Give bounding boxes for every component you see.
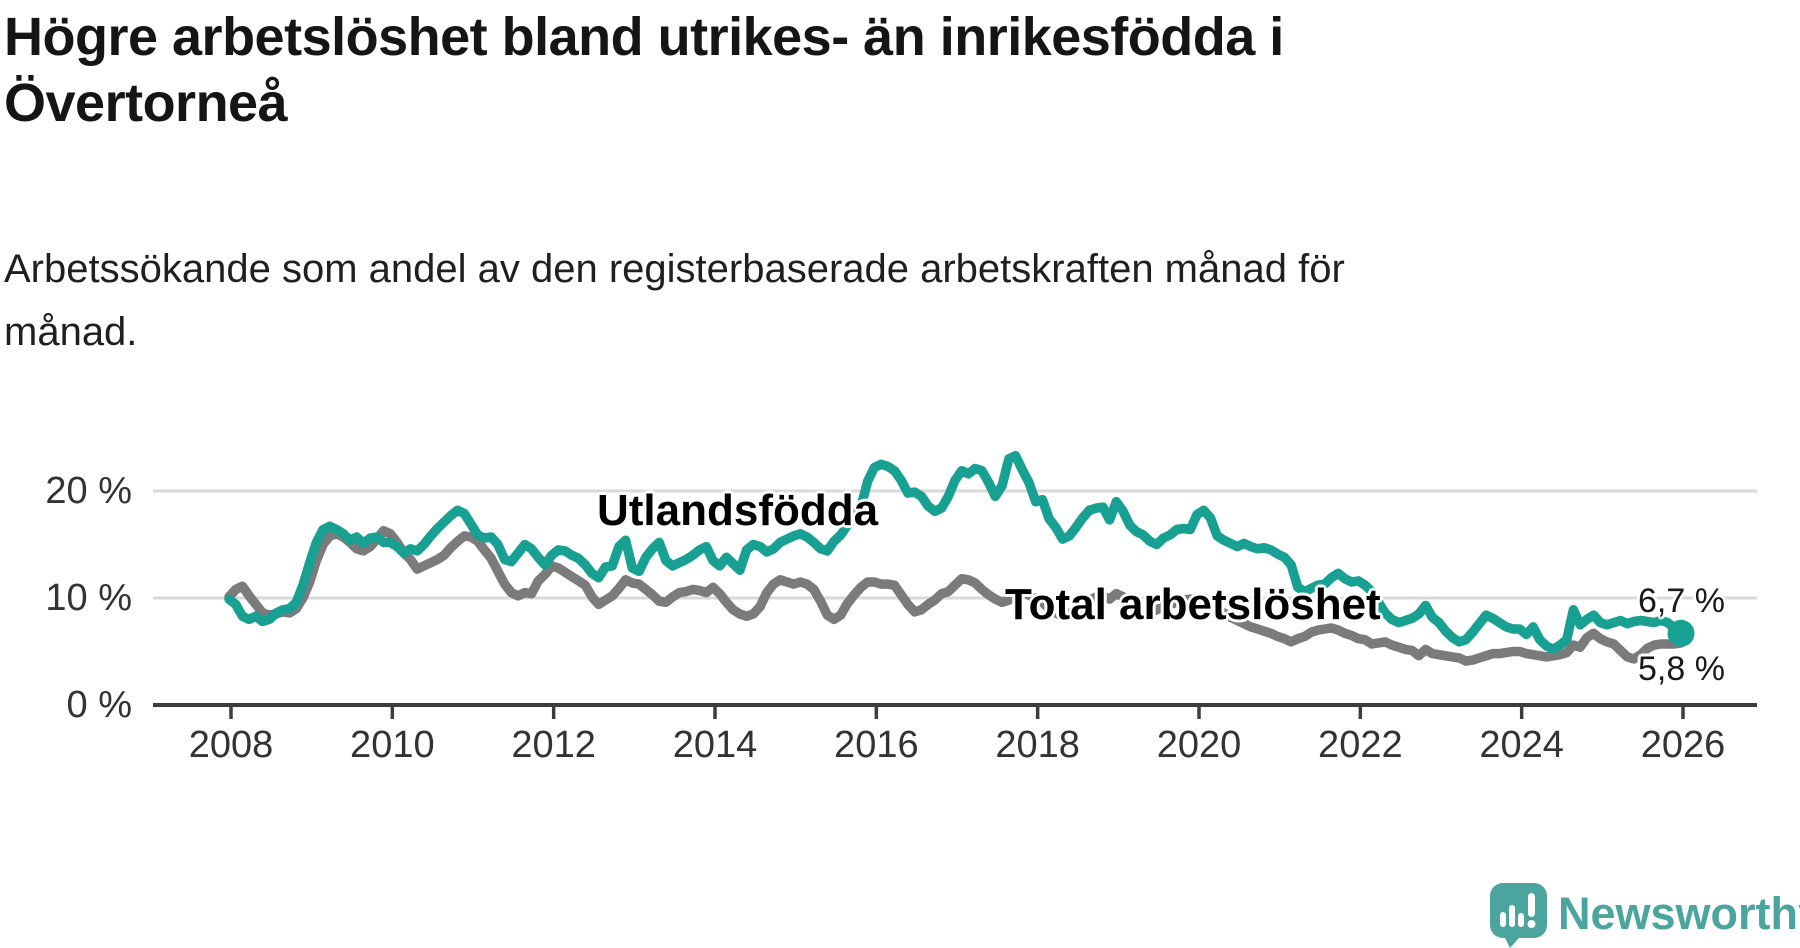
page-subtitle-line-2: månad.	[4, 310, 138, 354]
x-tick-label-2008: 2008	[188, 724, 274, 766]
x-tick-label-2020: 2020	[1156, 724, 1242, 766]
x-tick-label-2026: 2026	[1640, 724, 1726, 766]
x-tick-label-2014: 2014	[672, 724, 758, 766]
x-tick-label-2018: 2018	[995, 724, 1080, 766]
x-tick-label-2022: 2022	[1318, 724, 1403, 766]
series-label-total-arbetsloshet: Total arbetslöshet	[1005, 580, 1381, 629]
end-value-label-total: 5,8 %	[1638, 650, 1725, 688]
x-tick-label-2024: 2024	[1479, 724, 1564, 766]
end-dot-utlandsf-dda	[1667, 619, 1695, 647]
page-subtitle: Arbetssökande som andel av den registerb…	[4, 238, 1484, 364]
series-label-utlandsfodda: Utlandsfödda	[597, 486, 879, 535]
page-title-line-1: Högre arbetslöshet bland utrikes- än inr…	[4, 7, 1284, 67]
x-tick-label-2012: 2012	[511, 724, 596, 766]
y-tick-label-10: 10 %	[45, 577, 132, 619]
y-tick-label-20: 20 %	[45, 470, 132, 512]
y-tick-label-0: 0 %	[66, 684, 132, 726]
series-line-utlandsf-dda	[224, 450, 1686, 655]
newsworthy-logo: Newsworthy	[1490, 883, 1800, 948]
page-title: Högre arbetslöshet bland utrikes- än inr…	[4, 4, 1484, 136]
x-tick-label-2016: 2016	[834, 724, 919, 766]
newsworthy-logo-bubble-icon	[1490, 883, 1547, 948]
page-subtitle-line-1: Arbetssökande som andel av den registerb…	[4, 247, 1345, 291]
newsworthy-wordmark: Newsworthy	[1558, 888, 1800, 939]
end-value-label-utlandsfodda: 6,7 %	[1638, 582, 1725, 620]
series-line-total-arbetsl-shet	[224, 525, 1686, 666]
page-title-line-2: Övertorneå	[4, 73, 288, 133]
x-tick-label-2010: 2010	[350, 724, 435, 766]
